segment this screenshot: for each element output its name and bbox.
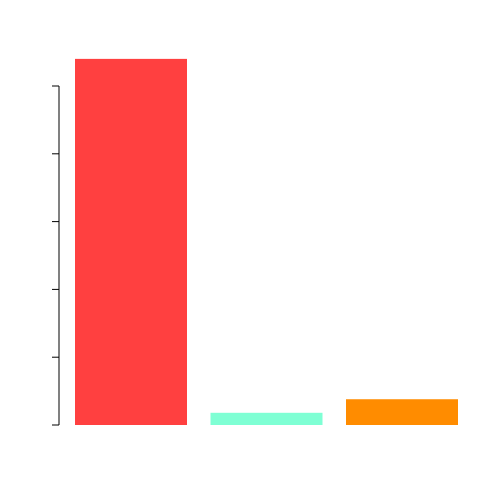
- bar-2: [210, 412, 323, 425]
- bars-group: [75, 58, 458, 425]
- bar-3: [346, 399, 458, 425]
- bar-1: [75, 58, 187, 425]
- y-axis: [52, 85, 60, 426]
